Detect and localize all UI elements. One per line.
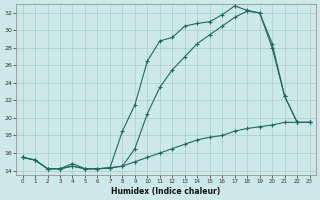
X-axis label: Humidex (Indice chaleur): Humidex (Indice chaleur) — [111, 187, 221, 196]
